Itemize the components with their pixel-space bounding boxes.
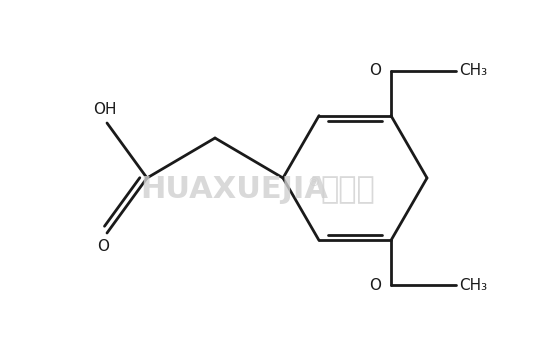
Text: CH₃: CH₃ — [459, 278, 487, 293]
Text: 化学加: 化学加 — [320, 176, 375, 204]
Text: O: O — [97, 239, 109, 254]
Text: ®: ® — [307, 177, 320, 189]
Text: HUAXUEJIA: HUAXUEJIA — [140, 176, 328, 204]
Text: O: O — [369, 63, 381, 78]
Text: O: O — [369, 278, 381, 293]
Text: OH: OH — [94, 102, 116, 117]
Text: CH₃: CH₃ — [459, 63, 487, 78]
